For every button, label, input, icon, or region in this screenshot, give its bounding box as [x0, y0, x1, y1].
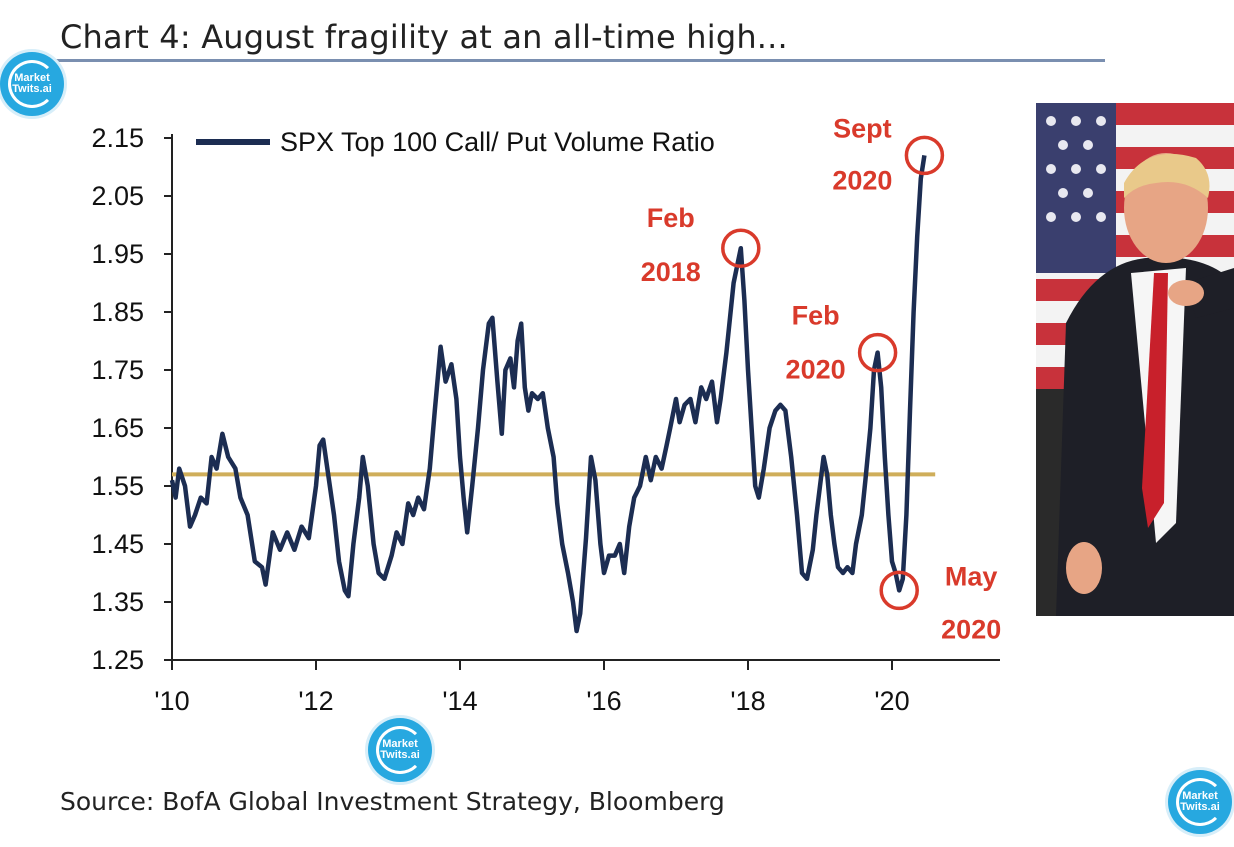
man-pointing-flag-photo: [1036, 103, 1234, 616]
y-tick-label: 1.35: [91, 587, 144, 617]
chart-title: Chart 4: August fragility at an all-time…: [60, 18, 788, 56]
x-tick-label: '10: [154, 686, 189, 716]
legend-label: SPX Top 100 Call/ Put Volume Ratio: [280, 127, 715, 157]
annotation-circle: [721, 228, 761, 268]
y-tick-label: 1.75: [91, 355, 144, 385]
x-tick-label: '18: [730, 686, 765, 716]
series-line: [169, 155, 927, 634]
y-tick-label: 1.65: [91, 413, 144, 443]
source-note: Source: BofA Global Investment Strategy,…: [60, 787, 725, 816]
annotation-label: Feb: [647, 203, 695, 233]
watermark-logo: Market Twits.ai: [1168, 770, 1232, 834]
annotation-circle: [904, 135, 945, 176]
x-tick-label: '14: [442, 686, 477, 716]
x-tick-label: '16: [586, 686, 621, 716]
annotation-label: 2020: [941, 614, 1001, 644]
annotation-label: 2020: [786, 355, 846, 385]
y-tick-label: 1.85: [91, 297, 144, 327]
y-tick-label: 2.05: [91, 181, 144, 211]
x-tick-label: '20: [874, 686, 909, 716]
y-tick-label: 1.25: [91, 645, 144, 675]
x-tick-label: '12: [298, 686, 333, 716]
y-tick-label: 1.45: [91, 529, 144, 559]
title-divider: [55, 59, 1105, 62]
watermark-logo: Market Twits.ai: [368, 718, 432, 782]
annotation-circle: [879, 570, 919, 611]
annotation-label: Sept: [833, 113, 892, 143]
y-tick-label: 2.15: [91, 123, 144, 153]
y-tick-label: 1.55: [91, 471, 144, 501]
annotation-label: 2018: [641, 257, 701, 287]
y-tick-label: 1.95: [91, 239, 144, 269]
watermark-logo: Market Twits.ai: [0, 52, 64, 116]
annotation-circle: [857, 332, 898, 373]
annotation-label: 2020: [832, 165, 892, 195]
annotation-label: May: [945, 561, 998, 591]
annotation-label: Feb: [792, 301, 840, 331]
